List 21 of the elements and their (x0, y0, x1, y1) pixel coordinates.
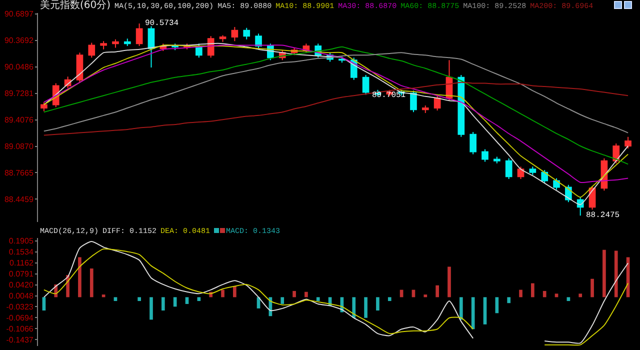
annotation: 90.5734 (145, 19, 179, 28)
y-tick-label: -0.0323 (6, 302, 34, 312)
y-tick-label: 0.0420 (8, 280, 34, 290)
y-tick-label: 89.0870 (4, 142, 34, 152)
y-tick-label: 0.1534 (8, 248, 34, 257)
y-tick-label: 0.1905 (8, 236, 34, 246)
y-tick-label: -0.1437 (6, 336, 34, 344)
y-tick-label: 90.0486 (4, 62, 34, 72)
y-tick-label: 0.1162 (10, 258, 34, 268)
annotation: 89.7051 (372, 91, 406, 100)
y-tick-label: 0.0048 (8, 292, 34, 301)
y-tick-label: 88.7665 (4, 168, 34, 178)
y-tick-label: 90.6897 (4, 10, 34, 19)
y-tick-label: 90.3692 (4, 36, 34, 46)
y-tick-label: -0.0694 (6, 314, 34, 323)
y-tick-label: 0.0791 (8, 270, 34, 279)
annotation: 88.2475 (586, 211, 620, 220)
y-tick-label: 89.7281 (4, 89, 34, 98)
y-tick-label: 88.4459 (4, 195, 34, 204)
y-tick-label: -0.1066 (6, 324, 34, 334)
y-tick-label: 89.4076 (4, 116, 34, 125)
